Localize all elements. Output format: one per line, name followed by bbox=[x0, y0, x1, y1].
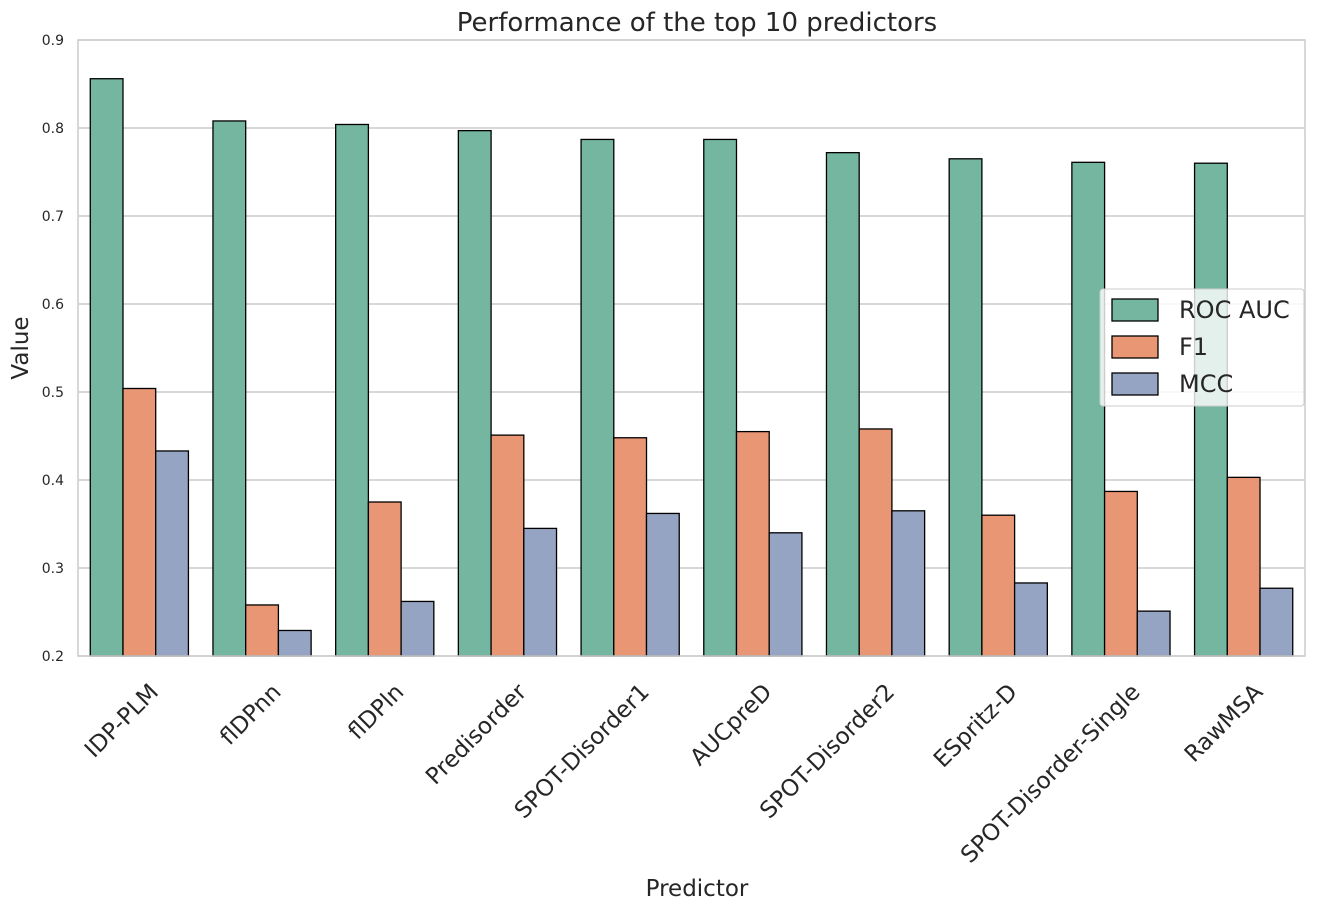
bar-f1 bbox=[735, 430, 770, 657]
bar-f1 bbox=[367, 501, 402, 657]
bar-mcc bbox=[645, 512, 680, 657]
y-tick-label: 0.6 bbox=[42, 297, 64, 313]
bar-mcc bbox=[1136, 610, 1171, 657]
x-tick-label: flDPln bbox=[344, 679, 410, 745]
bar-mcc bbox=[1259, 587, 1294, 657]
bar-mcc bbox=[400, 600, 435, 657]
x-tick-label: RawMSA bbox=[1180, 679, 1269, 768]
y-tick-label: 0.5 bbox=[42, 385, 64, 401]
x-tick-label: IDP-PLM bbox=[80, 679, 164, 763]
x-axis-ticks: IDP-PLM flDPnn flDPln PredisorderSPOT-Disor… bbox=[80, 679, 1268, 869]
y-tick-label: 0.2 bbox=[42, 649, 64, 665]
bar-roc-auc bbox=[89, 78, 124, 657]
legend-swatch bbox=[1111, 298, 1159, 322]
y-tick-label: 0.9 bbox=[42, 33, 64, 49]
bar-roc-auc bbox=[457, 129, 492, 657]
bar-roc-auc bbox=[1193, 162, 1228, 657]
x-tick-label: SPOT-Disorder1 bbox=[510, 679, 655, 824]
y-axis-ticks: 0.2 0.3 0.4 0.5 0.6 0.7 0.8 0.9 bbox=[42, 33, 64, 665]
bar-f1 bbox=[245, 604, 280, 657]
legend-label: ROC AUC bbox=[1179, 296, 1290, 324]
bar-roc-auc bbox=[1071, 161, 1106, 657]
bar-mcc bbox=[891, 510, 926, 657]
bar-roc-auc bbox=[825, 151, 860, 657]
bar-mcc bbox=[523, 527, 558, 657]
grid-lines bbox=[78, 39, 1305, 657]
x-tick-label: Predisorder bbox=[421, 679, 532, 790]
y-tick-label: 0.4 bbox=[42, 473, 64, 489]
x-tick-label: flDPnn bbox=[215, 679, 286, 750]
legend-swatch bbox=[1111, 335, 1159, 359]
bar-f1 bbox=[981, 514, 1016, 657]
x-tick-label: AUCpreD bbox=[685, 679, 777, 771]
y-tick-label: 0.3 bbox=[42, 561, 64, 577]
legend-label: F1 bbox=[1179, 333, 1208, 361]
bar-roc-auc bbox=[335, 123, 370, 657]
bar-f1 bbox=[1103, 490, 1138, 657]
bar-mcc bbox=[155, 450, 190, 657]
y-tick-label: 0.7 bbox=[42, 209, 64, 225]
bar-f1 bbox=[858, 428, 893, 657]
bar-mcc bbox=[277, 629, 312, 657]
bar-roc-auc bbox=[703, 138, 738, 657]
plot-frame bbox=[77, 39, 1306, 657]
legend-swatch bbox=[1111, 372, 1159, 396]
y-tick-label: 0.8 bbox=[42, 121, 64, 137]
bar-f1 bbox=[1226, 476, 1261, 657]
legend-label: MCC bbox=[1179, 370, 1233, 398]
x-tick-label: SPOT-Disorder2 bbox=[755, 679, 900, 824]
chart-title: Performance of the top 10 predictors bbox=[457, 8, 937, 38]
y-axis-label: Value bbox=[8, 316, 34, 379]
bar-mcc bbox=[768, 532, 803, 657]
x-tick-label: ESpritz-D bbox=[929, 679, 1023, 773]
bar-f1 bbox=[613, 437, 648, 657]
bar-mcc bbox=[1013, 582, 1048, 657]
bar-f1 bbox=[490, 434, 525, 657]
legend: ROC AUC F1 MCC bbox=[1099, 288, 1305, 407]
x-axis-label: Predictor bbox=[646, 876, 749, 902]
bar-roc-auc bbox=[212, 120, 247, 657]
bar-roc-auc bbox=[948, 158, 983, 657]
bar-f1 bbox=[122, 387, 157, 657]
bar-roc-auc bbox=[580, 138, 615, 657]
